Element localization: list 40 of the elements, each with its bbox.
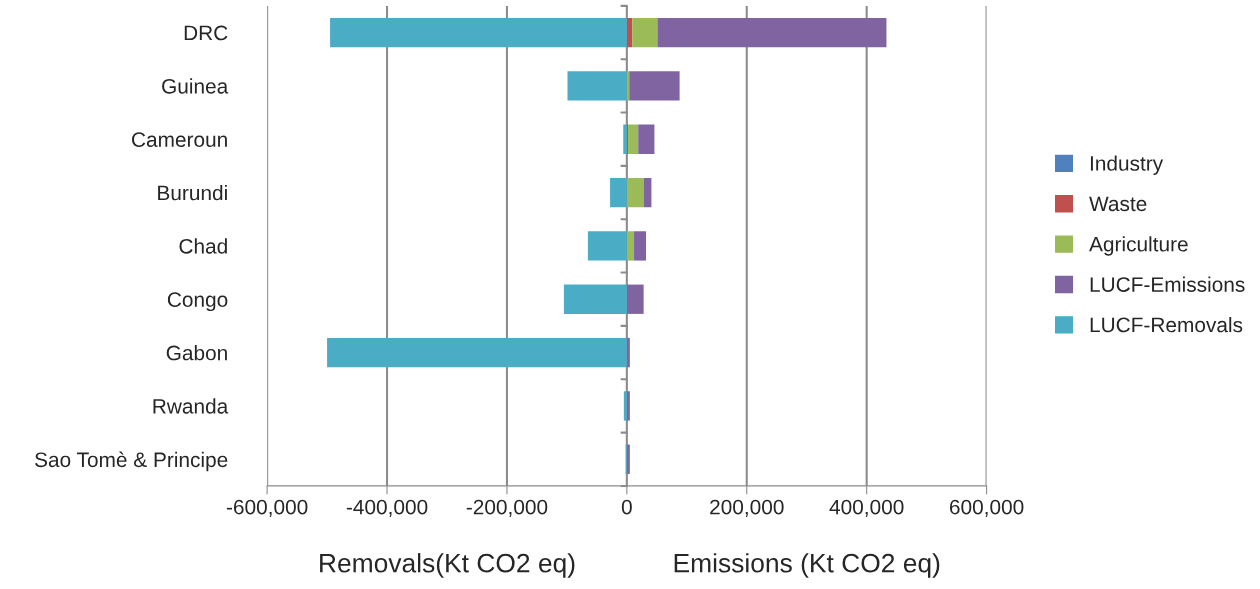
bar <box>626 177 644 208</box>
text: Removals(Kt CO2 eq) <box>320 553 575 578</box>
x-tick-label: 0 <box>621 499 632 515</box>
legend-label: LUCF-Removals <box>1090 316 1243 333</box>
bar <box>634 231 647 261</box>
y-tick-label: Rwanda <box>153 398 229 414</box>
bar <box>626 17 633 48</box>
bar <box>626 284 644 314</box>
y-tick-label: Chad <box>179 238 227 254</box>
bar <box>327 337 627 368</box>
x-tick-label: 400,000 <box>829 499 904 517</box>
legend-label: Agriculture <box>1089 236 1188 256</box>
bar <box>587 231 627 261</box>
y-tick-label: Congo <box>167 292 228 312</box>
x-tick-label: 200,000 <box>710 499 784 517</box>
y-tick-label: Guinea <box>162 78 229 94</box>
x-tick-label: -200,000 <box>466 499 548 517</box>
y-tick-label: DRC <box>184 25 228 41</box>
bar <box>629 71 680 101</box>
legend-label: LUCF-Emissions <box>1090 276 1245 292</box>
bar <box>626 231 635 261</box>
text: Emissions (Kt CO2 eq) <box>674 553 940 578</box>
bar <box>330 17 627 48</box>
x-tick-label: 600,000 <box>949 499 1024 517</box>
legend-label: Industry <box>1090 155 1164 175</box>
y-tick-label: Cameroun <box>132 132 227 147</box>
bar <box>628 124 639 154</box>
bar <box>638 124 655 154</box>
x-tick-label: -600,000 <box>226 499 308 517</box>
bar <box>626 337 630 368</box>
legend-label: Waste <box>1089 196 1147 212</box>
y-tick-label: Gabon <box>166 345 227 361</box>
bar <box>657 17 887 48</box>
y-tick-label: Sao Tomè & Principe <box>35 451 228 472</box>
bar <box>610 177 627 208</box>
bar <box>632 17 658 48</box>
bar <box>563 284 627 314</box>
y-tick-label: Burundi <box>158 185 227 201</box>
x-tick-label: -400,000 <box>346 499 428 517</box>
bar <box>567 71 627 101</box>
